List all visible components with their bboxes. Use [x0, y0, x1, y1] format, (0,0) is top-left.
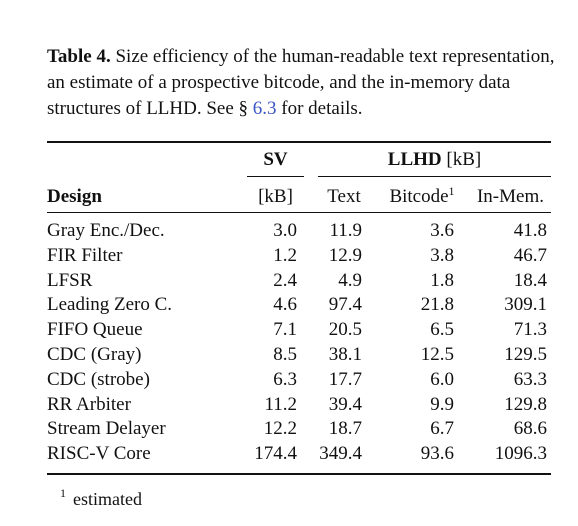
bitcode-footnote-mark: 1: [448, 184, 455, 198]
cell-sv: 8.5: [273, 344, 297, 365]
cell-sv: 174.4: [254, 443, 297, 464]
cell-text: 20.5: [328, 319, 362, 340]
sv-group-rule: [247, 176, 304, 177]
cell-bitcode: 6.0: [430, 369, 454, 390]
cell-design: Gray Enc./Dec.: [47, 220, 165, 241]
cell-bitcode: 6.5: [430, 319, 454, 340]
cell-text: 4.9: [338, 270, 362, 291]
cell-inmem: 129.5: [504, 344, 547, 365]
cell-inmem: 18.4: [513, 270, 547, 291]
table-footnote: 1 estimated: [60, 482, 142, 510]
cell-text: 97.4: [328, 294, 362, 315]
cell-bitcode: 93.6: [420, 443, 454, 464]
cell-text: 18.7: [328, 418, 362, 439]
cell-design: FIFO Queue: [47, 319, 143, 340]
caption-label: Table 4.: [47, 46, 111, 67]
cell-text: 12.9: [328, 245, 362, 266]
caption-text-end: for details.: [276, 98, 363, 119]
cell-inmem: 1096.3: [494, 443, 547, 464]
llhd-group-rule: [318, 176, 551, 177]
top-rule: [47, 141, 551, 143]
cell-design: Leading Zero C.: [47, 294, 173, 315]
cell-bitcode: 6.7: [430, 418, 454, 439]
header-sv-group: SV: [263, 149, 288, 170]
cell-design: RISC-V Core: [47, 443, 151, 464]
section-reference-link[interactable]: 6.3: [252, 98, 277, 119]
cell-inmem: 63.3: [513, 369, 547, 390]
cell-design: RR Arbiter: [47, 394, 131, 415]
cell-bitcode: 9.9: [430, 394, 454, 415]
cell-text: 39.4: [328, 394, 362, 415]
cell-sv: 7.1: [273, 319, 297, 340]
cell-bitcode: 1.8: [430, 270, 454, 291]
cell-text: 38.1: [328, 344, 362, 365]
cell-bitcode: 3.6: [430, 220, 454, 241]
header-sv-unit: [kB]: [258, 186, 293, 207]
cell-design: CDC (strobe): [47, 369, 150, 390]
cell-design: Stream Delayer: [47, 418, 166, 439]
header-bitcode-label: Bitcode: [389, 186, 449, 207]
header-llhd-name: LLHD: [387, 149, 442, 170]
cell-sv: 2.4: [273, 270, 297, 291]
bottom-rule: [47, 473, 551, 475]
cell-bitcode: 12.5: [420, 344, 454, 365]
header-rule: [47, 212, 551, 213]
cell-sv: 4.6: [273, 294, 297, 315]
cell-inmem: 129.8: [504, 394, 547, 415]
header-text: Text: [327, 186, 361, 207]
header-llhd-group: LLHD [kB]: [387, 149, 482, 170]
cell-text: 349.4: [319, 443, 362, 464]
cell-sv: 6.3: [273, 369, 297, 390]
caption-text: Size efficiency of the human-readable te…: [47, 46, 555, 119]
footnote-mark: 1: [60, 486, 66, 500]
cell-design: FIR Filter: [47, 245, 123, 266]
cell-inmem: 41.8: [513, 220, 547, 241]
cell-text: 17.7: [328, 369, 362, 390]
header-inmem: In-Mem.: [476, 186, 544, 207]
cell-inmem: 71.3: [513, 319, 547, 340]
header-bitcode: Bitcode1: [378, 184, 466, 208]
table-caption: Table 4. Size efficiency of the human-re…: [47, 44, 557, 122]
footnote-text: estimated: [73, 489, 142, 509]
cell-sv: 11.2: [264, 394, 297, 415]
header-design: Design: [47, 186, 102, 207]
cell-inmem: 309.1: [504, 294, 547, 315]
cell-design: CDC (Gray): [47, 344, 142, 365]
cell-bitcode: 21.8: [420, 294, 454, 315]
cell-bitcode: 3.8: [430, 245, 454, 266]
cell-inmem: 68.6: [513, 418, 547, 439]
cell-design: LFSR: [47, 270, 93, 291]
cell-inmem: 46.7: [513, 245, 547, 266]
cell-sv: 1.2: [273, 245, 297, 266]
cell-text: 11.9: [329, 220, 362, 241]
cell-sv: 3.0: [273, 220, 297, 241]
cell-sv: 12.2: [263, 418, 297, 439]
